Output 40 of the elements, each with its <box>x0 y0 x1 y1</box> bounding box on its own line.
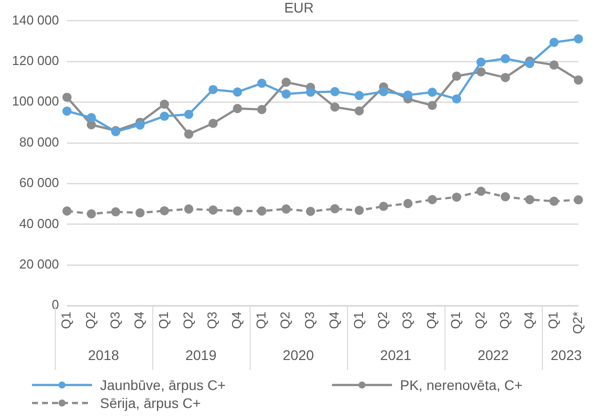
text: 2018 <box>88 346 120 363</box>
y-tick-label: 40 000 <box>19 216 59 231</box>
text: 2020 <box>282 346 314 363</box>
x-tick-label: Q3 <box>400 312 415 329</box>
x-tick-label: Q2* <box>570 312 585 334</box>
text: 2021 <box>380 346 412 363</box>
x-tick-label: Q3 <box>204 312 220 329</box>
x-tick-label: Q1 <box>448 312 464 329</box>
text: 2023 <box>550 346 582 363</box>
legend-label: Jaunbūve, ārpus C+ <box>100 377 226 393</box>
y-tick-label: 0 <box>52 297 59 312</box>
x-tick-label: Q3 <box>107 312 122 329</box>
text: 2019 <box>185 346 217 363</box>
x-tick-label: Q4 <box>424 312 439 329</box>
x-tick-label: Q2 <box>82 312 98 329</box>
x-tick-label: Q4 <box>229 312 244 329</box>
x-tick-label: Q1 <box>253 312 268 329</box>
x-tick-label: Q4 <box>326 312 342 329</box>
x-tick-label: Q1 <box>156 312 171 329</box>
x-tick-label: Q2 <box>278 312 293 329</box>
chart-title: EUR <box>284 0 314 16</box>
x-tick-label: Q3 <box>496 312 512 329</box>
x-tick-label: Q3 <box>302 312 318 329</box>
x-tick-label: Q4 <box>132 312 147 329</box>
x-tick-label: Q1 <box>350 312 366 329</box>
text: 2022 <box>478 346 509 363</box>
x-tick-label: Q1 <box>58 312 74 329</box>
legend-label: PK, nerenovēta, C+ <box>400 377 523 393</box>
y-tick-label: 20 000 <box>19 256 59 272</box>
x-tick-label: Q2 <box>472 312 488 329</box>
legend-label: Sērija, ārpus C+ <box>100 395 201 411</box>
y-tick-label: 140 000 <box>12 12 59 28</box>
y-tick-label: 80 000 <box>19 134 59 150</box>
x-tick-label: Q1 <box>546 312 561 329</box>
x-tick-label: Q2 <box>375 312 390 329</box>
x-tick-label: Q2 <box>180 312 196 329</box>
y-tick-label: 100 000 <box>12 94 59 109</box>
y-tick-label: 120 000 <box>12 53 59 68</box>
y-tick-label: 60 000 <box>19 175 59 190</box>
x-tick-label: Q4 <box>521 312 536 329</box>
